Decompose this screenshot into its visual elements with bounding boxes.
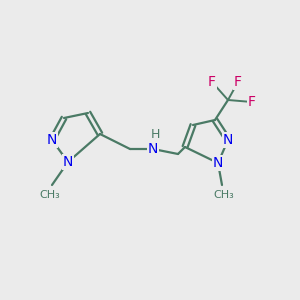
Text: CH₃: CH₃: [40, 190, 60, 200]
Text: H: H: [150, 128, 160, 142]
Text: N: N: [63, 155, 73, 169]
Text: F: F: [248, 95, 256, 109]
Text: N: N: [47, 133, 57, 147]
Text: F: F: [208, 75, 216, 89]
Text: N: N: [213, 156, 223, 170]
Text: N: N: [148, 142, 158, 156]
Text: F: F: [234, 75, 242, 89]
Text: CH₃: CH₃: [214, 190, 234, 200]
Text: N: N: [223, 133, 233, 147]
